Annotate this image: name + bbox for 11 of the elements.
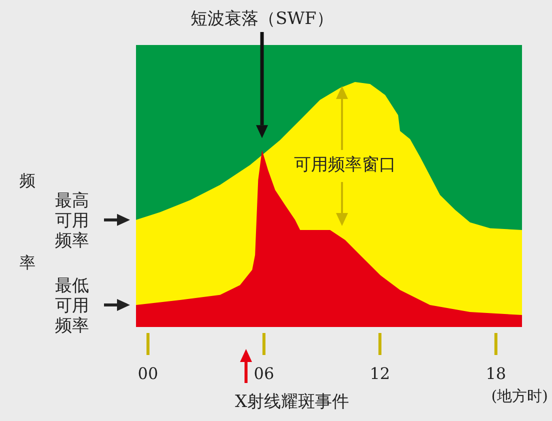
x-axis-title: (地方时): [491, 387, 548, 405]
text: X射线耀斑事件: [234, 392, 350, 412]
x-tick-label: 18: [486, 364, 506, 383]
x-tick-label: 12: [370, 364, 390, 383]
annotation: 可用频率窗口: [294, 155, 396, 175]
text: 短波衰落（SWF）: [190, 9, 334, 29]
x-tick-label: 06: [254, 364, 274, 383]
x-tick-label: 00: [138, 364, 158, 383]
text: 频率: [18, 160, 38, 320]
text: 最低可用频率: [55, 276, 89, 336]
text: 最高可用频率: [55, 190, 89, 251]
